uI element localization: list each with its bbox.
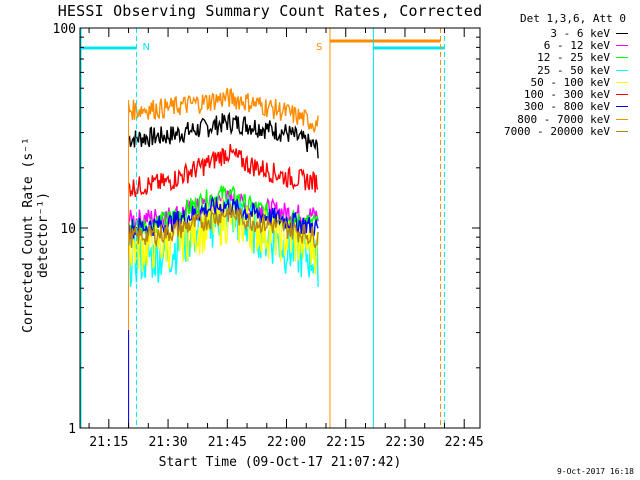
y-axis-label: Corrected Count Rate (s⁻¹ detector⁻¹) [21,137,51,333]
series-line-8 [127,203,319,249]
x-tick-label-1: 21:30 [148,435,187,450]
legend-swatch [616,94,628,96]
x-tick-label-0: 21:15 [89,435,128,450]
x-tick-label-4: 22:15 [326,435,365,450]
series-line-5 [127,143,319,198]
x-tick-label-6: 22:45 [445,435,484,450]
legend-item: 800 - 7000 keV [478,112,628,126]
y-tick-label-1: 10 [60,222,76,237]
legend-swatch [616,69,628,71]
legend-swatch [616,44,628,46]
legend-label: 300 - 800 keV [523,100,610,114]
legend-swatch [616,106,628,108]
legend-item: 300 - 800 keV [478,100,628,114]
legend-swatch [616,118,628,120]
x-tick-label-5: 22:30 [385,435,424,450]
legend-label: 800 - 7000 keV [517,112,610,126]
x-tick-label-2: 21:45 [208,435,247,450]
y-tick-label-2: 100 [53,22,76,37]
y-tick-label-0: 1 [68,422,76,437]
annotation-label-1: S [316,42,322,53]
legend: Det 1,3,6, Att 0 3 - 6 keV 6 - 12 keV 12 -… [478,12,628,138]
x-axis-label: Start Time (09-Oct-17 21:07:42) [158,455,402,470]
legend-item: 6 - 12 keV [478,38,628,52]
legend-label: 50 - 100 keV [530,75,610,89]
series-line-7 [127,87,319,133]
series-line-0 [128,111,319,159]
legend-item: 100 - 300 keV [478,88,628,102]
legend-swatch [616,81,628,83]
legend-label: 3 - 6 keV [550,26,610,40]
legend-item: 12 - 25 keV [478,51,628,65]
legend-swatch [616,32,628,34]
legend-item: 7000 - 20000 keV [478,125,628,139]
legend-swatch [616,57,628,59]
legend-label: 7000 - 20000 keV [504,125,610,139]
legend-label: 12 - 25 keV [537,51,610,65]
legend-swatch [616,131,628,133]
legend-label: 100 - 300 keV [523,88,610,102]
legend-title: Det 1,3,6, Att 0 [520,12,626,25]
series-line-4 [127,198,319,275]
legend-label: 6 - 12 keV [543,38,610,52]
annotation-label-0: N [142,42,149,53]
legend-item: 50 - 100 keV [478,75,628,89]
legend-item: 3 - 6 keV [478,26,628,40]
chart-title: HESSI Observing Summary Count Rates, Cor… [57,2,483,20]
date-stamp: 9-Oct-2017 16:18 [556,467,634,476]
x-tick-label-3: 22:00 [267,435,306,450]
legend-item: 25 - 50 keV [478,63,628,77]
legend-label: 25 - 50 keV [537,63,610,77]
